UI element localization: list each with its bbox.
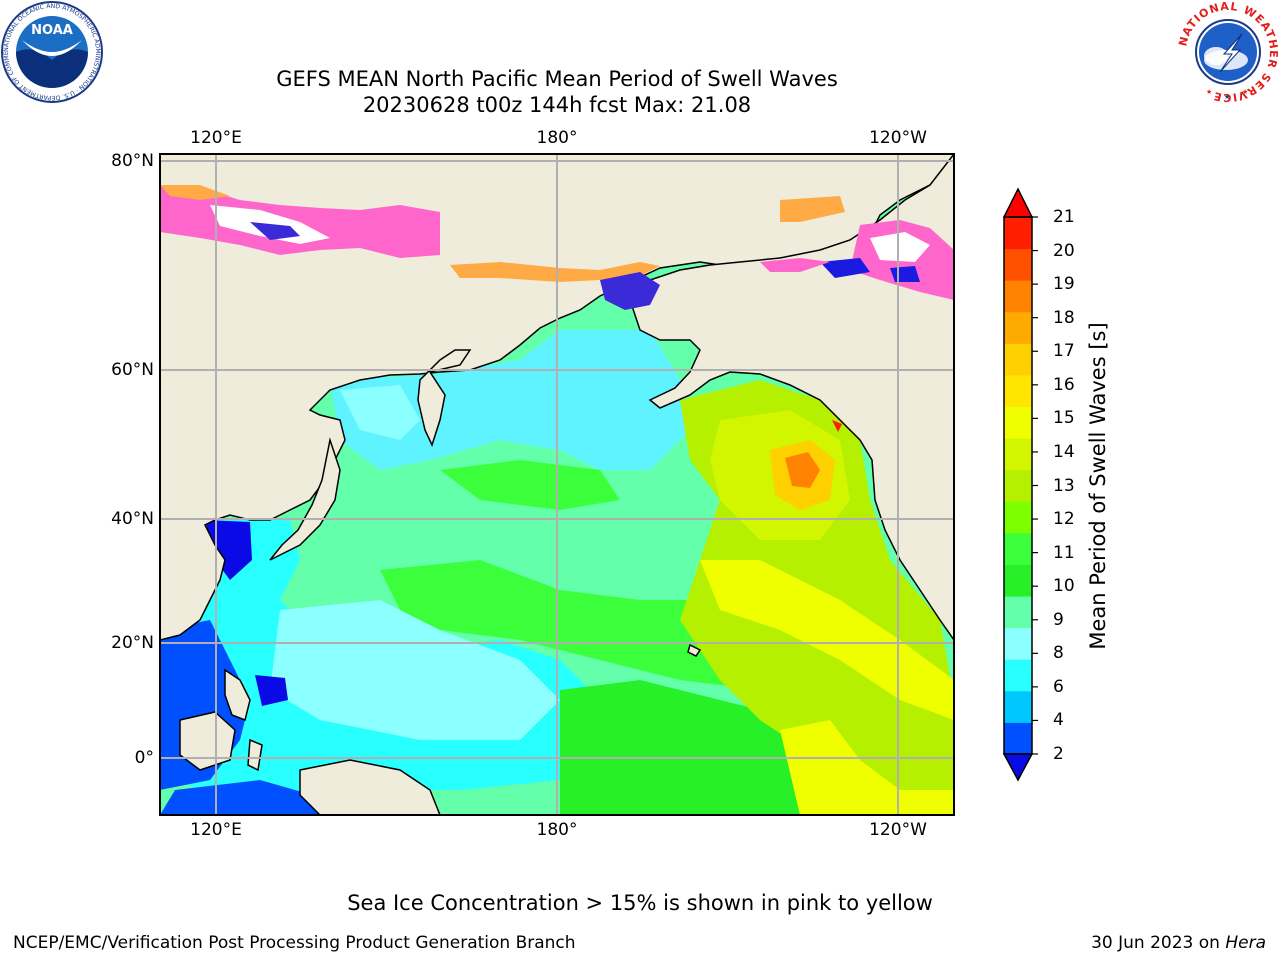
land-philippines <box>224 668 251 722</box>
field-lightcyan-central <box>270 600 560 740</box>
colorbar-segment <box>1004 217 1032 250</box>
colorbar-segment <box>1004 311 1032 344</box>
colorbar-tick-label: 21 <box>1053 207 1075 227</box>
noaa-logo: NATIONAL OCEANIC AND ATMOSPHERIC ADMINIS… <box>0 0 103 103</box>
field-cyan-north <box>330 330 700 470</box>
swell-period-field <box>160 330 954 815</box>
colorbar-tick-label: 20 <box>1053 240 1075 261</box>
date-line: 30 Jun 2023 on Hera <box>1091 933 1266 953</box>
ice-beaufort <box>780 196 845 222</box>
lat-tick-0: 0° <box>134 748 154 768</box>
plot-title: GEFS MEAN North Pacific Mean Period of S… <box>276 67 838 91</box>
colorbar-over-arrow <box>1002 187 1034 218</box>
field-max-core <box>785 452 820 488</box>
colorbar-segment <box>1004 469 1032 502</box>
land-japan <box>269 437 341 561</box>
colorbar-under-arrow <box>1002 753 1034 782</box>
field-red-spot <box>832 420 842 432</box>
colorbar-tick-label: 15 <box>1053 408 1075 429</box>
field-green-belt-1 <box>380 560 800 690</box>
colorbar-tick-label: 16 <box>1053 374 1075 395</box>
colorbar-tick-label: 9 <box>1053 609 1064 630</box>
lat-tick-80n: 80°N <box>111 151 154 171</box>
colorbar-tick-label: 10 <box>1053 576 1075 597</box>
colorbar-segment <box>1004 501 1032 534</box>
colorbar-segment <box>1004 596 1032 629</box>
colorbar-tick-label: 17 <box>1053 341 1075 362</box>
lat-tick-40n: 40°N <box>111 509 154 529</box>
noaa-logo-text: NOAA <box>31 23 73 38</box>
lon-tick-bottom-180: 180° <box>536 820 578 840</box>
lat-tick-20n: 20°N <box>111 633 154 653</box>
lon-tick-top-120e: 120°E <box>190 128 242 148</box>
colorbar-segment <box>1004 627 1032 660</box>
colorbar-segment <box>1004 532 1032 565</box>
colorbar-title: Mean Period of Swell Waves [s] <box>1086 322 1110 650</box>
colorbar-segment <box>1004 659 1032 692</box>
colorbar-segment <box>1004 722 1032 755</box>
ice-siberia-west <box>160 185 440 258</box>
lon-tick-top-120w: 120°W <box>869 128 927 148</box>
colorbar-segment <box>1004 248 1032 281</box>
lon-tick-top-180: 180° <box>536 128 578 148</box>
colorbar-tick-label: 8 <box>1053 643 1064 664</box>
nws-logo: NATIONAL WEATHER SERVICE ★ ★ ★ <box>1176 0 1279 104</box>
ice-canada-white <box>870 232 930 262</box>
land-kamchatka <box>417 349 472 448</box>
host-name: Hera <box>1225 933 1266 953</box>
colorbar-tick-label: 4 <box>1053 710 1064 731</box>
credit-line: NCEP/EMC/Verification Post Processing Pr… <box>13 933 576 953</box>
svg-text:★: ★ <box>1224 93 1230 101</box>
ice-siberia-west-blue <box>250 222 300 240</box>
colorbar-tick-label: 11 <box>1053 542 1075 563</box>
land-hawaii <box>687 643 702 657</box>
graticule <box>160 154 954 815</box>
date-text: 30 Jun 2023 on <box>1091 933 1220 953</box>
colorbar-segment <box>1004 690 1032 723</box>
field-yellow-band <box>700 560 954 720</box>
map-frame <box>159 153 955 816</box>
colorbar-segment <box>1004 374 1032 408</box>
ice-chukchi-blue <box>600 272 660 310</box>
colorbar-tick-label: 19 <box>1053 274 1075 295</box>
colorbar-segment <box>1004 280 1032 313</box>
field-blue-philippine <box>255 675 288 706</box>
lon-tick-bottom-120w: 120°W <box>869 820 927 840</box>
sea-ice <box>160 185 954 310</box>
field-sea-of-okhotsk <box>340 385 420 440</box>
sea-ice-note: Sea Ice Concentration > 15% is shown in … <box>347 891 933 915</box>
ice-canada-blue <box>820 258 870 278</box>
colorbar-segment <box>1004 564 1032 597</box>
colorbar-tick-label: 18 <box>1053 307 1075 328</box>
svg-text:★: ★ <box>1242 88 1248 96</box>
colorbar-segment <box>1004 438 1032 471</box>
land-sulawesi <box>247 738 263 772</box>
plot-subtitle: 20230628 t00z 144h fcst Max: 21.08 <box>362 93 752 117</box>
colorbar-segment <box>1004 343 1032 376</box>
field-green-north <box>440 460 620 510</box>
colorbar-tick-label: 14 <box>1053 441 1075 462</box>
lat-tick-60n: 60°N <box>111 360 154 380</box>
field-green-belt-2 <box>560 680 860 815</box>
land-new-guinea <box>299 759 441 815</box>
lon-tick-bottom-120e: 120°E <box>190 820 242 840</box>
colorbar-tick-label: 13 <box>1053 475 1075 496</box>
ice-siberia-orange <box>160 185 230 200</box>
colorbar-segment <box>1004 406 1032 439</box>
ice-alaska-pink <box>760 258 830 272</box>
colorbar-tick-label: 12 <box>1053 509 1075 530</box>
colorbar-tick-label: 2 <box>1053 744 1064 764</box>
ice-east-siberian <box>450 262 660 282</box>
field-blue-indonesia <box>160 780 330 815</box>
svg-text:★: ★ <box>1206 88 1212 96</box>
field-yellow-south <box>780 720 954 815</box>
colorbar-tick-label: 6 <box>1053 676 1064 697</box>
